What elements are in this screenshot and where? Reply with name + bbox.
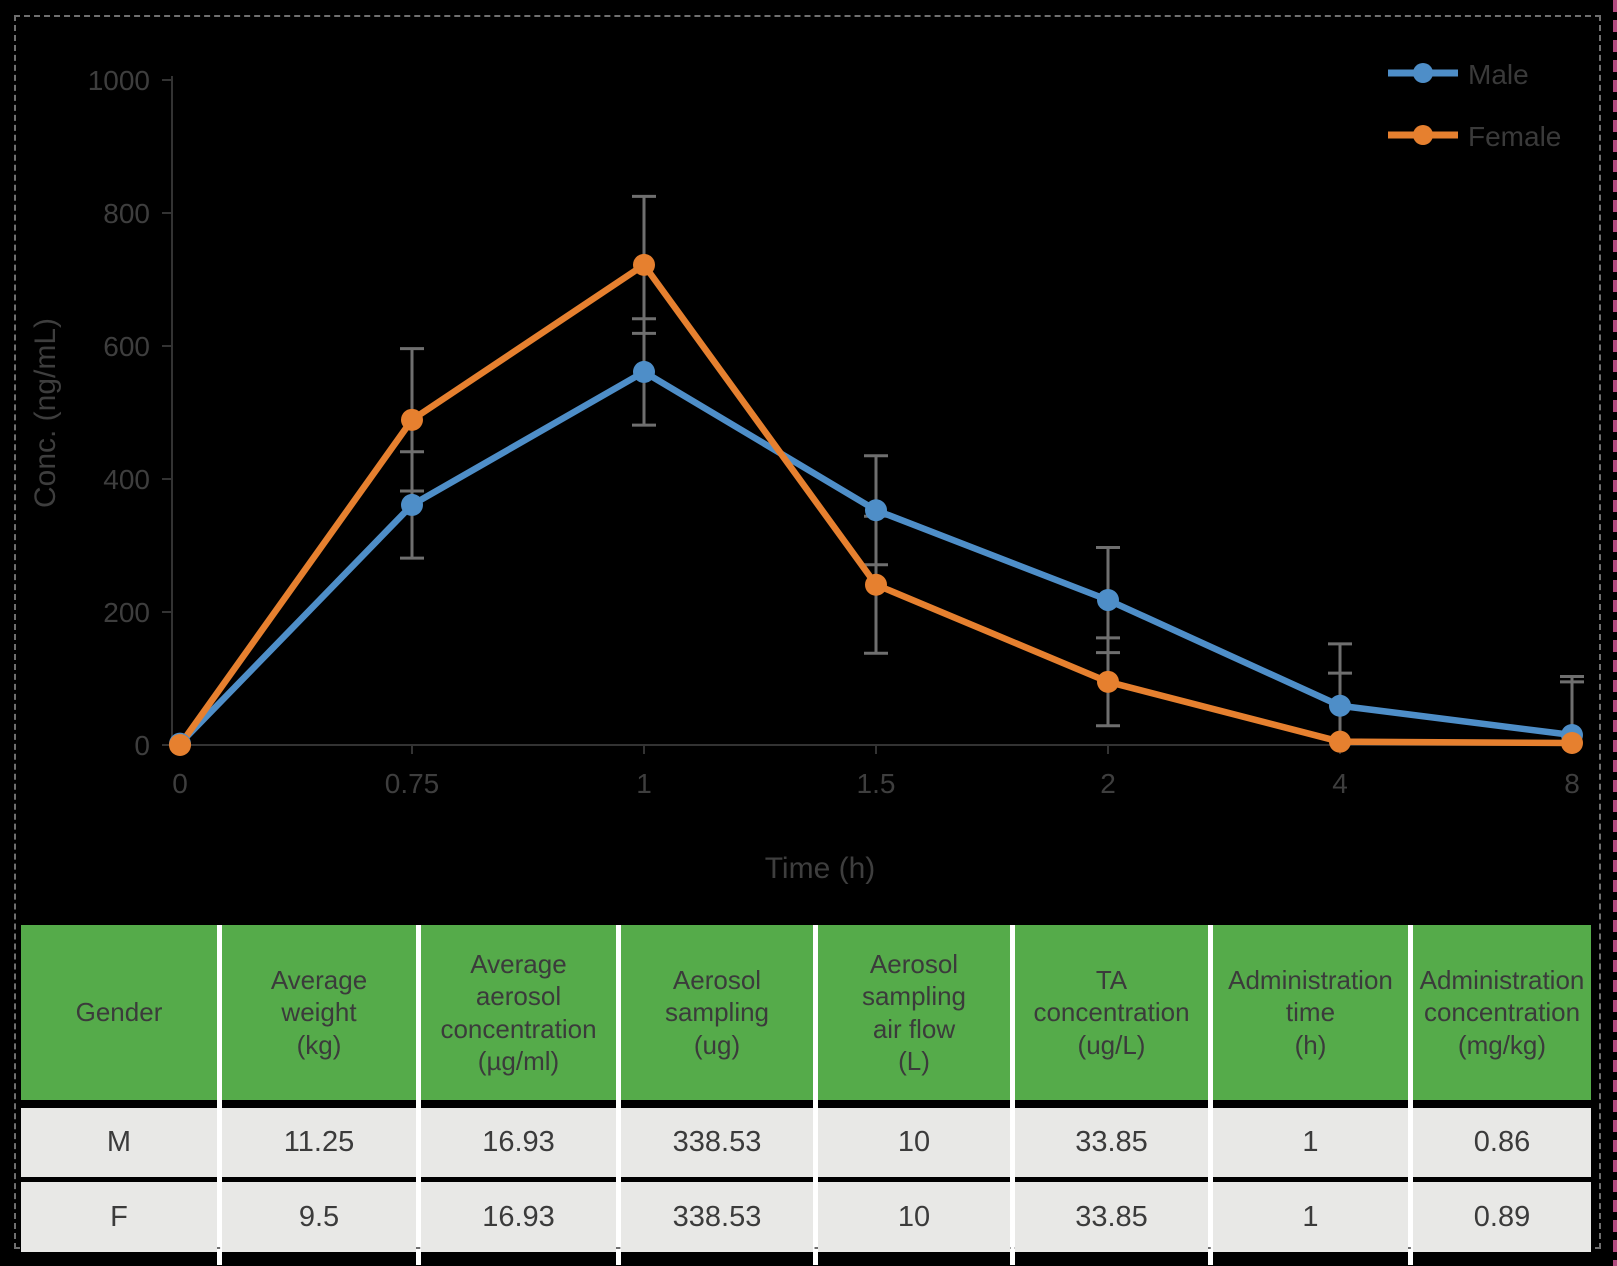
table-cell: 16.93 xyxy=(421,1108,616,1177)
table-cell: 11.25 xyxy=(222,1108,416,1177)
x-tick-label: 1.5 xyxy=(857,768,896,799)
column-separator xyxy=(217,925,222,1265)
data-point-male xyxy=(1097,589,1119,612)
edge-accent-border xyxy=(1613,0,1617,1266)
data-point-female xyxy=(865,573,887,596)
column-separator xyxy=(616,925,621,1265)
table-cell: 33.85 xyxy=(1015,1108,1208,1177)
y-tick-label: 1000 xyxy=(88,65,150,96)
y-axis-title: Conc. (ng/mL) xyxy=(29,318,62,508)
legend-swatch-marker xyxy=(1413,63,1433,83)
x-axis-title: Time (h) xyxy=(765,852,876,885)
table-header-cell: Aerosol sampling air flow (L) xyxy=(818,925,1010,1100)
x-tick-label: 0 xyxy=(172,768,188,799)
table-cell: M xyxy=(21,1108,217,1177)
y-tick-label: 200 xyxy=(103,597,150,628)
table-cell: F xyxy=(21,1182,217,1252)
legend-label[interactable]: Female xyxy=(1468,121,1561,152)
data-point-female xyxy=(633,253,655,276)
data-point-male xyxy=(865,499,887,522)
table-header-cell: TA concentration (ug/L) xyxy=(1015,925,1208,1100)
column-separator xyxy=(416,925,421,1265)
table-cell: 10 xyxy=(818,1108,1010,1177)
data-point-female xyxy=(169,734,191,756)
table-header-cell: Average weight (kg) xyxy=(222,925,416,1100)
table-header-cell: Gender xyxy=(21,925,217,1100)
x-tick-label: 8 xyxy=(1564,768,1580,799)
column-separator xyxy=(1010,925,1015,1265)
column-separator xyxy=(813,925,818,1265)
table-cell: 338.53 xyxy=(621,1108,813,1177)
legend-swatch-marker xyxy=(1413,125,1433,145)
y-tick-label: 400 xyxy=(103,464,150,495)
column-separator xyxy=(1408,925,1413,1265)
table-header-cell: Aerosol sampling (ug) xyxy=(621,925,813,1100)
data-point-female xyxy=(1561,732,1583,755)
table-header-cell: Administration time (h) xyxy=(1213,925,1408,1100)
data-point-female xyxy=(1097,670,1119,693)
table-cell: 33.85 xyxy=(1015,1182,1208,1252)
legend-label[interactable]: Male xyxy=(1468,59,1529,90)
data-point-male xyxy=(1329,694,1351,717)
table-cell: 9.5 xyxy=(222,1182,416,1252)
y-tick-label: 800 xyxy=(103,198,150,229)
y-tick-label: 600 xyxy=(103,331,150,362)
parameters-table: Gender Average weight (kg) Average aerosol… xyxy=(21,925,1597,1265)
x-tick-label: 2 xyxy=(1100,768,1116,799)
table-row: F 9.5 16.93 338.53 10 33.85 1 0.89 xyxy=(21,1182,1597,1252)
table-cell: 0.86 xyxy=(1413,1108,1591,1177)
table-cell: 10 xyxy=(818,1182,1010,1252)
table-cell: 16.93 xyxy=(421,1182,616,1252)
table-cell: 1 xyxy=(1213,1108,1408,1177)
table-row: M 11.25 16.93 338.53 10 33.85 1 0.86 xyxy=(21,1108,1597,1177)
x-tick-label: 1 xyxy=(636,768,652,799)
table-cell: 0.89 xyxy=(1413,1182,1591,1252)
y-tick-label: 0 xyxy=(134,730,150,761)
table-header-cell: Average aerosol concentration (µg/ml) xyxy=(421,925,616,1100)
table-header-row: Gender Average weight (kg) Average aerosol… xyxy=(21,925,1597,1100)
table-cell: 1 xyxy=(1213,1182,1408,1252)
table-cell: 338.53 xyxy=(621,1182,813,1252)
data-point-male xyxy=(401,493,423,516)
data-point-female xyxy=(401,408,423,431)
data-point-male xyxy=(633,360,655,383)
column-separator xyxy=(1208,925,1213,1265)
x-tick-label: 0.75 xyxy=(385,768,440,799)
data-point-female xyxy=(1329,730,1351,753)
table-header-cell: Administration concentration (mg/kg) xyxy=(1413,925,1591,1100)
x-tick-label: 4 xyxy=(1332,768,1348,799)
